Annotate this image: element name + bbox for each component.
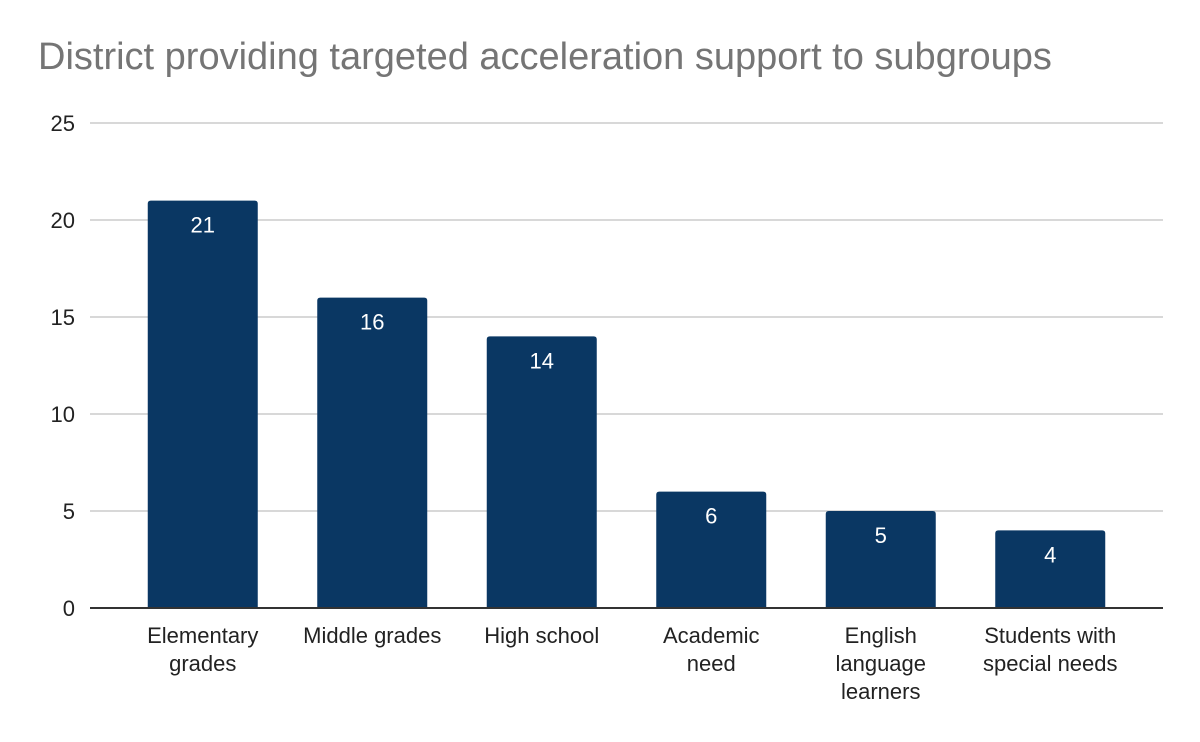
y-tick-label: 0 xyxy=(63,596,75,621)
data-label: 5 xyxy=(875,523,887,548)
x-tick-label-line: special needs xyxy=(983,651,1118,676)
y-tick-label: 15 xyxy=(51,305,75,330)
x-tick-label: Middle grades xyxy=(303,623,441,648)
x-tick-label-line: grades xyxy=(169,651,236,676)
x-tick-label: English language learners xyxy=(835,623,926,704)
y-tick-label: 10 xyxy=(51,402,75,427)
bar xyxy=(995,530,1106,608)
x-tick-label-line: Academic xyxy=(663,623,760,648)
x-tick-label-line: English xyxy=(845,623,917,648)
chart-title: District providing targeted acceleration… xyxy=(38,36,1052,78)
x-tick-label-line: Middle grades xyxy=(303,623,441,648)
x-tick-label: Students with special needs xyxy=(983,623,1118,676)
x-tick-label-line: need xyxy=(687,651,736,676)
bar xyxy=(656,491,767,608)
data-label: 4 xyxy=(1044,542,1056,567)
x-tick-label: High school xyxy=(484,623,599,648)
x-tick-label: Academic need xyxy=(663,623,760,676)
y-tick-label: 25 xyxy=(51,111,75,136)
bar xyxy=(147,200,258,608)
data-label: 6 xyxy=(705,504,717,529)
bar xyxy=(486,336,597,608)
x-tick-label-line: Elementary xyxy=(147,623,258,648)
x-tick-label: Elementary grades xyxy=(147,623,258,676)
x-tick-label-line: language xyxy=(835,651,926,676)
y-tick-label: 20 xyxy=(51,208,75,233)
bar xyxy=(825,511,936,608)
y-tick-label: 5 xyxy=(63,499,75,524)
data-label: 14 xyxy=(530,348,554,373)
bar xyxy=(317,297,428,608)
data-label: 21 xyxy=(191,213,215,238)
x-tick-label-line: learners xyxy=(841,679,920,704)
data-label: 16 xyxy=(360,310,384,335)
x-tick-label-line: Students with xyxy=(984,623,1116,648)
x-tick-label-line: High school xyxy=(484,623,599,648)
